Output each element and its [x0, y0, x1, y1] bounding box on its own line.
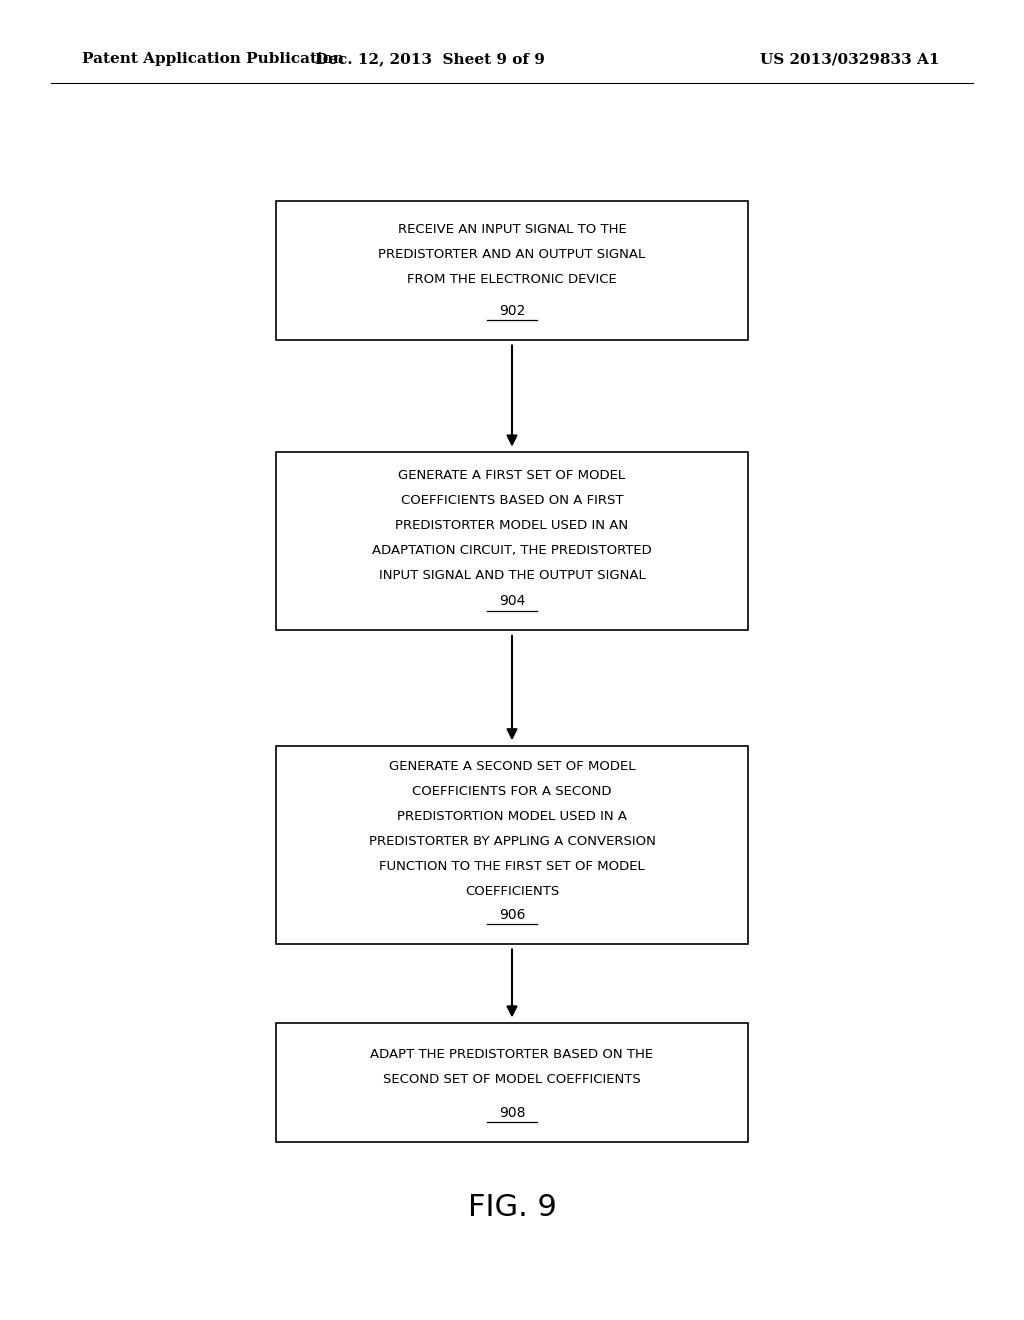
Text: 904: 904: [499, 594, 525, 609]
Text: 906: 906: [499, 908, 525, 921]
Text: FUNCTION TO THE FIRST SET OF MODEL: FUNCTION TO THE FIRST SET OF MODEL: [379, 861, 645, 873]
Text: Dec. 12, 2013  Sheet 9 of 9: Dec. 12, 2013 Sheet 9 of 9: [315, 53, 545, 66]
Text: RECEIVE AN INPUT SIGNAL TO THE: RECEIVE AN INPUT SIGNAL TO THE: [397, 223, 627, 236]
Text: PREDISTORTER BY APPLING A CONVERSION: PREDISTORTER BY APPLING A CONVERSION: [369, 836, 655, 847]
Text: 902: 902: [499, 304, 525, 318]
Text: FROM THE ELECTRONIC DEVICE: FROM THE ELECTRONIC DEVICE: [408, 273, 616, 286]
Text: COEFFICIENTS BASED ON A FIRST: COEFFICIENTS BASED ON A FIRST: [400, 494, 624, 507]
Text: INPUT SIGNAL AND THE OUTPUT SIGNAL: INPUT SIGNAL AND THE OUTPUT SIGNAL: [379, 569, 645, 582]
Text: FIG. 9: FIG. 9: [468, 1193, 556, 1222]
Text: COEFFICIENTS: COEFFICIENTS: [465, 886, 559, 898]
FancyBboxPatch shape: [276, 746, 748, 944]
Text: US 2013/0329833 A1: US 2013/0329833 A1: [760, 53, 940, 66]
Text: PREDISTORTER MODEL USED IN AN: PREDISTORTER MODEL USED IN AN: [395, 519, 629, 532]
Text: SECOND SET OF MODEL COEFFICIENTS: SECOND SET OF MODEL COEFFICIENTS: [383, 1073, 641, 1085]
FancyBboxPatch shape: [276, 201, 748, 339]
Text: PREDISTORTER AND AN OUTPUT SIGNAL: PREDISTORTER AND AN OUTPUT SIGNAL: [379, 248, 645, 261]
FancyBboxPatch shape: [276, 1023, 748, 1142]
Text: GENERATE A SECOND SET OF MODEL: GENERATE A SECOND SET OF MODEL: [389, 760, 635, 772]
Text: PREDISTORTION MODEL USED IN A: PREDISTORTION MODEL USED IN A: [397, 810, 627, 822]
FancyBboxPatch shape: [276, 451, 748, 631]
Text: ADAPTATION CIRCUIT, THE PREDISTORTED: ADAPTATION CIRCUIT, THE PREDISTORTED: [372, 544, 652, 557]
Text: GENERATE A FIRST SET OF MODEL: GENERATE A FIRST SET OF MODEL: [398, 469, 626, 482]
Text: COEFFICIENTS FOR A SECOND: COEFFICIENTS FOR A SECOND: [413, 785, 611, 797]
Text: Patent Application Publication: Patent Application Publication: [82, 53, 344, 66]
Text: 908: 908: [499, 1106, 525, 1119]
Text: ADAPT THE PREDISTORTER BASED ON THE: ADAPT THE PREDISTORTER BASED ON THE: [371, 1048, 653, 1060]
